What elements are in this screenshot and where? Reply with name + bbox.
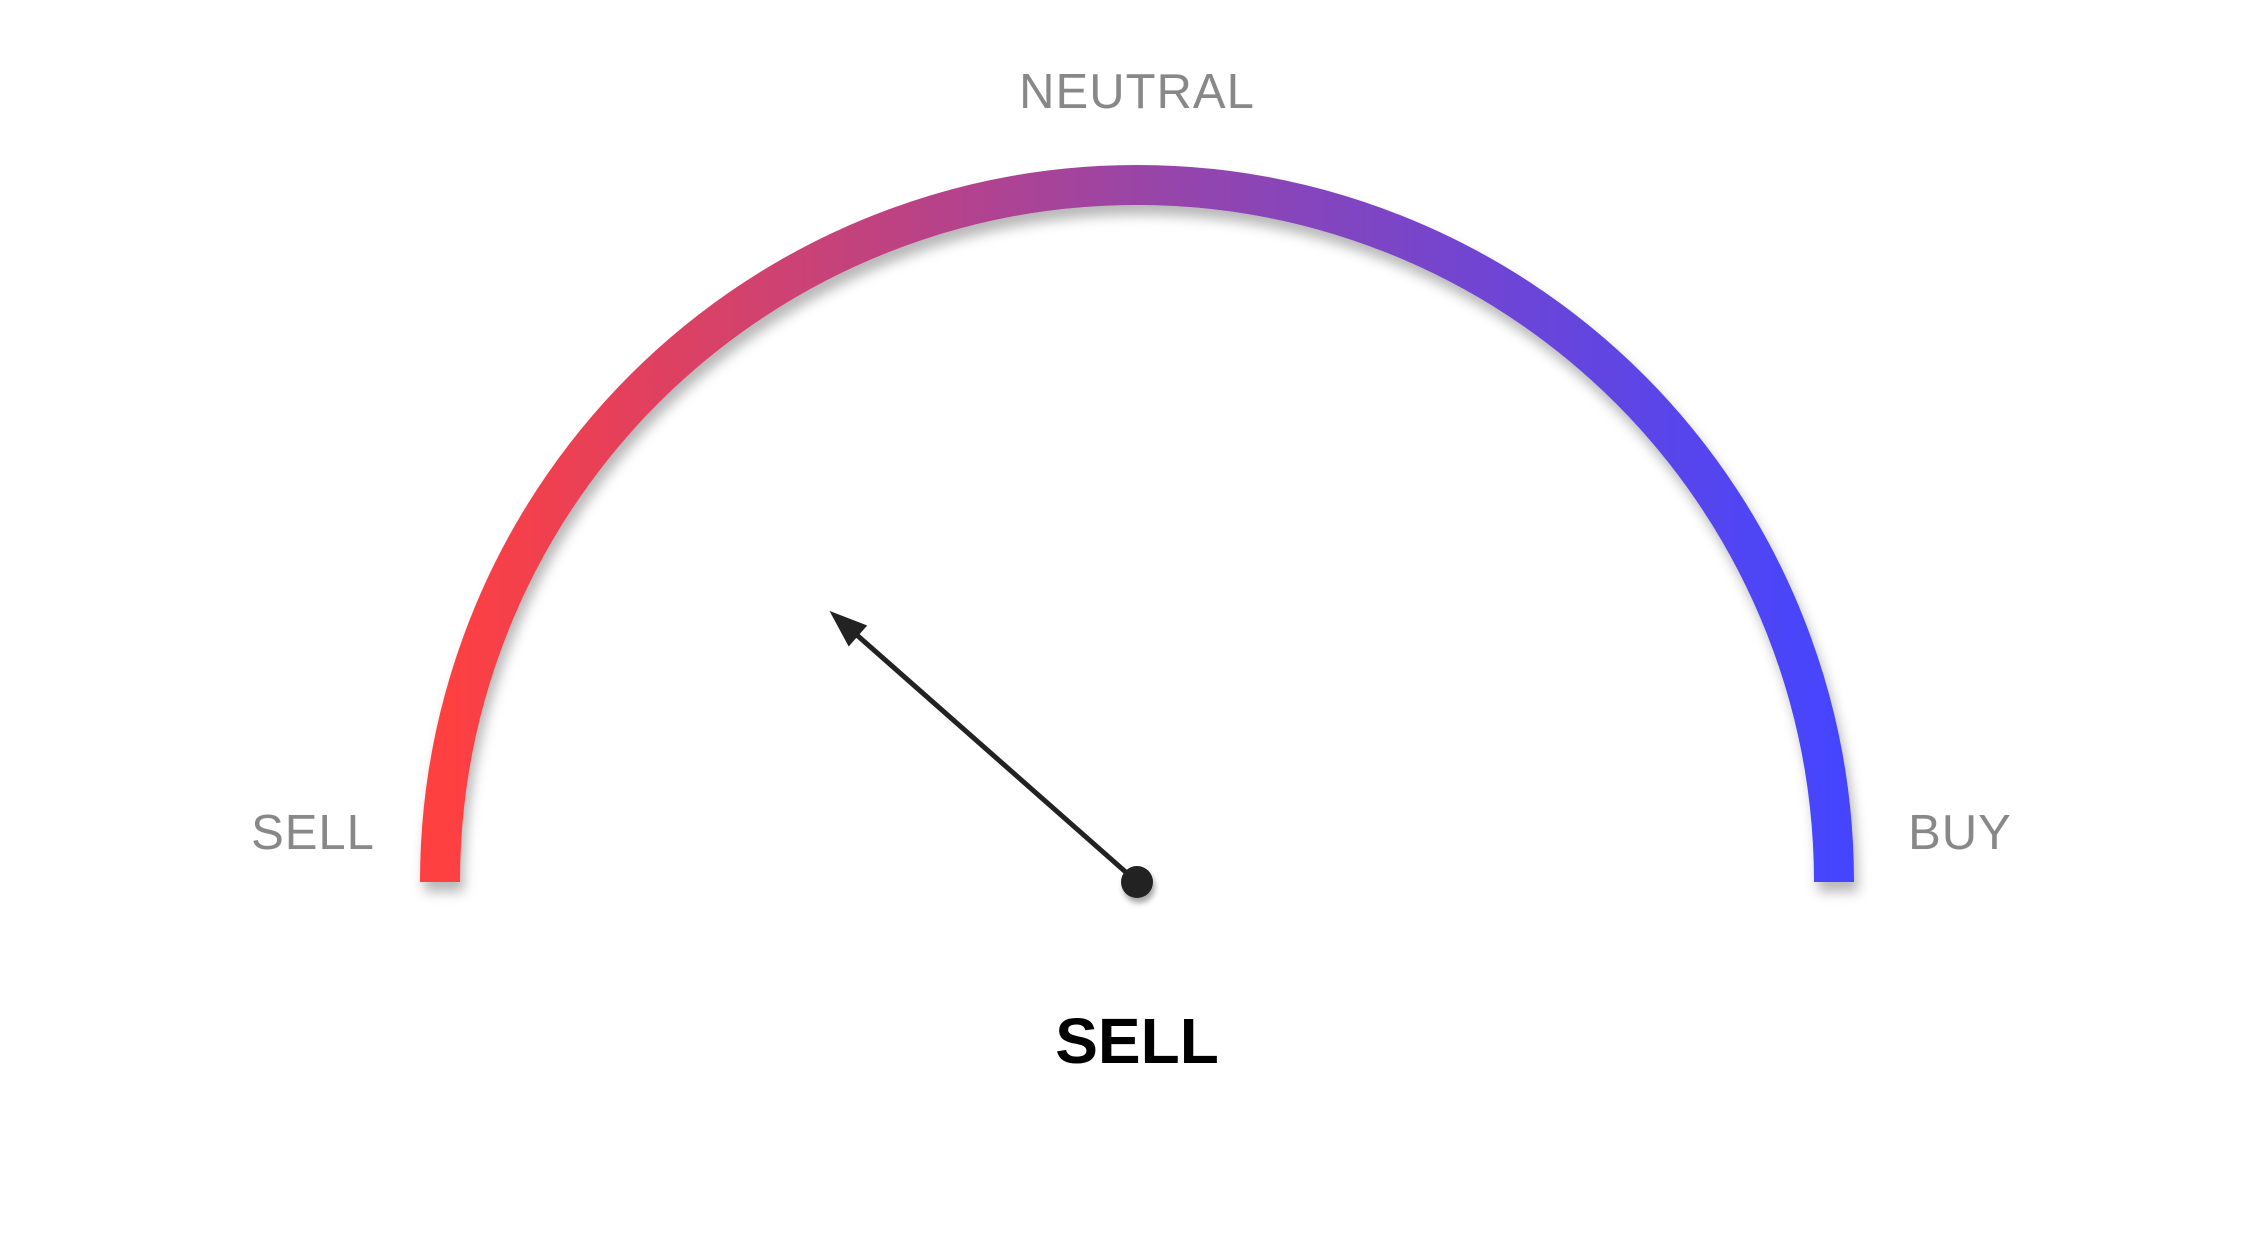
- gauge-label-buy: BUY: [1908, 806, 2012, 860]
- needle: [853, 631, 1139, 884]
- gauge-arc: [420, 165, 1854, 883]
- needle-arrowhead: [829, 610, 868, 647]
- gauge-label-sell: SELL: [251, 806, 375, 860]
- gauge-result: SELL: [1055, 1005, 1219, 1077]
- gauge-label-neutral: NEUTRAL: [1019, 65, 1255, 119]
- needle-pivot: [1121, 866, 1153, 898]
